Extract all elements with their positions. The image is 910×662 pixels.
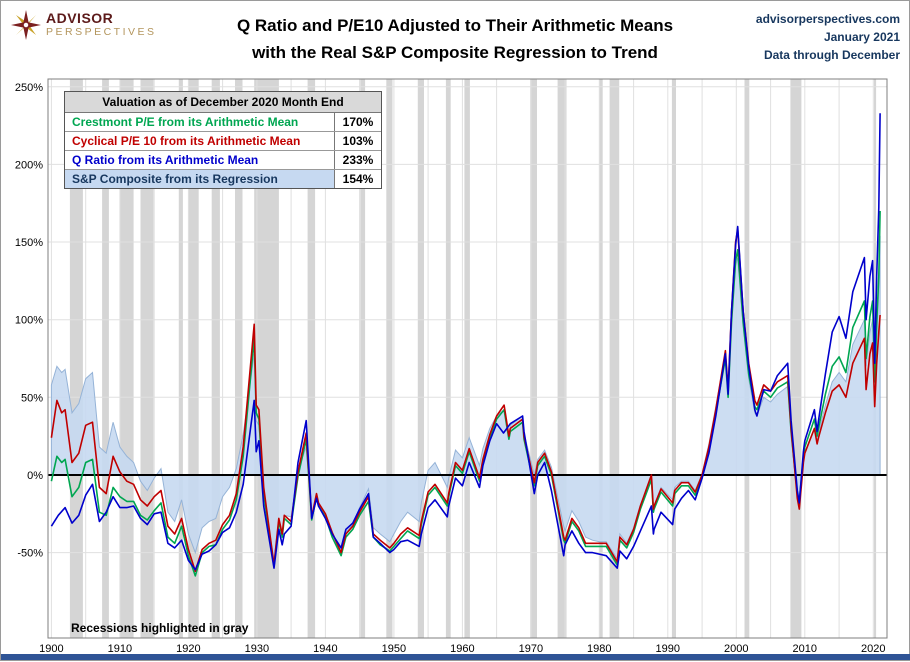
- source-block: advisorperspectives.com January 2021 Dat…: [756, 10, 900, 64]
- x-tick-label: 1930: [245, 643, 269, 655]
- x-tick-label: 1900: [39, 643, 63, 655]
- y-tick-label: 50%: [21, 392, 43, 404]
- logo-text: ADVISOR PERSPECTIVES: [46, 10, 157, 39]
- series-line-q-ratio: [50, 113, 881, 571]
- legend-title: Valuation as of December 2020 Month End: [65, 92, 381, 113]
- footer-bar: [1, 654, 910, 660]
- x-tick-label: 1980: [587, 643, 611, 655]
- source-date: January 2021: [823, 30, 900, 44]
- recession-footnote: Recessions highlighted in gray: [71, 621, 249, 635]
- x-tick-label: 1920: [176, 643, 200, 655]
- advisor-perspectives-logo: ADVISOR PERSPECTIVES: [11, 10, 157, 40]
- legend-label-q-ratio: Q Ratio from its Arithmetic Mean: [65, 151, 335, 169]
- x-tick-label: 1950: [382, 643, 406, 655]
- y-tick-label: 150%: [15, 237, 43, 249]
- legend-label-sp-regression: S&P Composite from its Regression: [65, 170, 335, 188]
- recession-band: [445, 79, 451, 638]
- x-tick-label: 2000: [724, 643, 748, 655]
- x-tick-label: 1970: [519, 643, 543, 655]
- recession-band: [307, 79, 316, 638]
- compass-star-icon: [11, 10, 41, 40]
- legend-value-sp-regression: 154%: [335, 170, 381, 188]
- recession-band: [599, 79, 603, 638]
- recession-band: [530, 79, 537, 638]
- x-tick-label: 1960: [450, 643, 474, 655]
- source-site: advisorperspectives.com: [755, 12, 900, 26]
- x-tick-label: 2010: [793, 643, 817, 655]
- recession-band: [178, 79, 183, 638]
- recession-band: [609, 79, 620, 638]
- recession-band: [386, 79, 393, 638]
- logo-line1: ADVISOR: [46, 10, 114, 26]
- recession-band: [102, 79, 109, 638]
- recession-band: [140, 79, 154, 638]
- legend-row-q-ratio: Q Ratio from its Arithmetic Mean 233%: [65, 151, 381, 170]
- recession-band: [360, 79, 366, 638]
- recession-band: [417, 79, 424, 638]
- legend-row-crestmont: Crestmont P/E from its Arithmetic Mean 1…: [65, 113, 381, 132]
- x-tick-label: 1910: [108, 643, 132, 655]
- plot-border: [47, 78, 888, 639]
- legend-value-q-ratio: 233%: [335, 151, 381, 169]
- recession-band: [557, 79, 567, 638]
- recession-band: [464, 79, 470, 638]
- y-tick-label: 0%: [27, 470, 43, 482]
- recession-band: [671, 79, 676, 638]
- recession-band: [211, 79, 220, 638]
- y-tick-label: 200%: [15, 159, 43, 171]
- chart-title-line1: Q Ratio and P/E10 Adjusted to Their Arit…: [236, 16, 674, 35]
- x-tick-label: 1940: [313, 643, 337, 655]
- x-tick-label: 2020: [861, 643, 885, 655]
- legend-row-sp-regression: S&P Composite from its Regression 154%: [65, 170, 381, 188]
- recession-band: [188, 79, 199, 638]
- logo-line2: PERSPECTIVES: [46, 26, 157, 39]
- legend-table: Valuation as of December 2020 Month End …: [64, 91, 382, 189]
- y-tick-label: 250%: [15, 82, 43, 94]
- legend-value-crestmont: 170%: [335, 113, 381, 131]
- legend-value-pe10: 103%: [335, 132, 381, 150]
- chart-title-line2: with the Real S&P Composite Regression t…: [252, 43, 658, 63]
- source-data-through: Data through December: [763, 48, 900, 62]
- page-title: Q Ratio and P/E10 Adjusted to Their Arit…: [196, 12, 714, 66]
- legend-label-pe10: Cyclical P/E 10 from its Arithmetic Mean: [65, 132, 335, 150]
- y-tick-label: -50%: [17, 548, 43, 560]
- legend-row-pe10: Cyclical P/E 10 from its Arithmetic Mean…: [65, 132, 381, 151]
- recession-band: [790, 79, 802, 638]
- y-tick-label: 100%: [15, 315, 43, 327]
- legend-label-crestmont: Crestmont P/E from its Arithmetic Mean: [65, 113, 335, 131]
- recession-band: [69, 79, 83, 638]
- x-tick-label: 1990: [656, 643, 680, 655]
- recession-band: [235, 79, 243, 638]
